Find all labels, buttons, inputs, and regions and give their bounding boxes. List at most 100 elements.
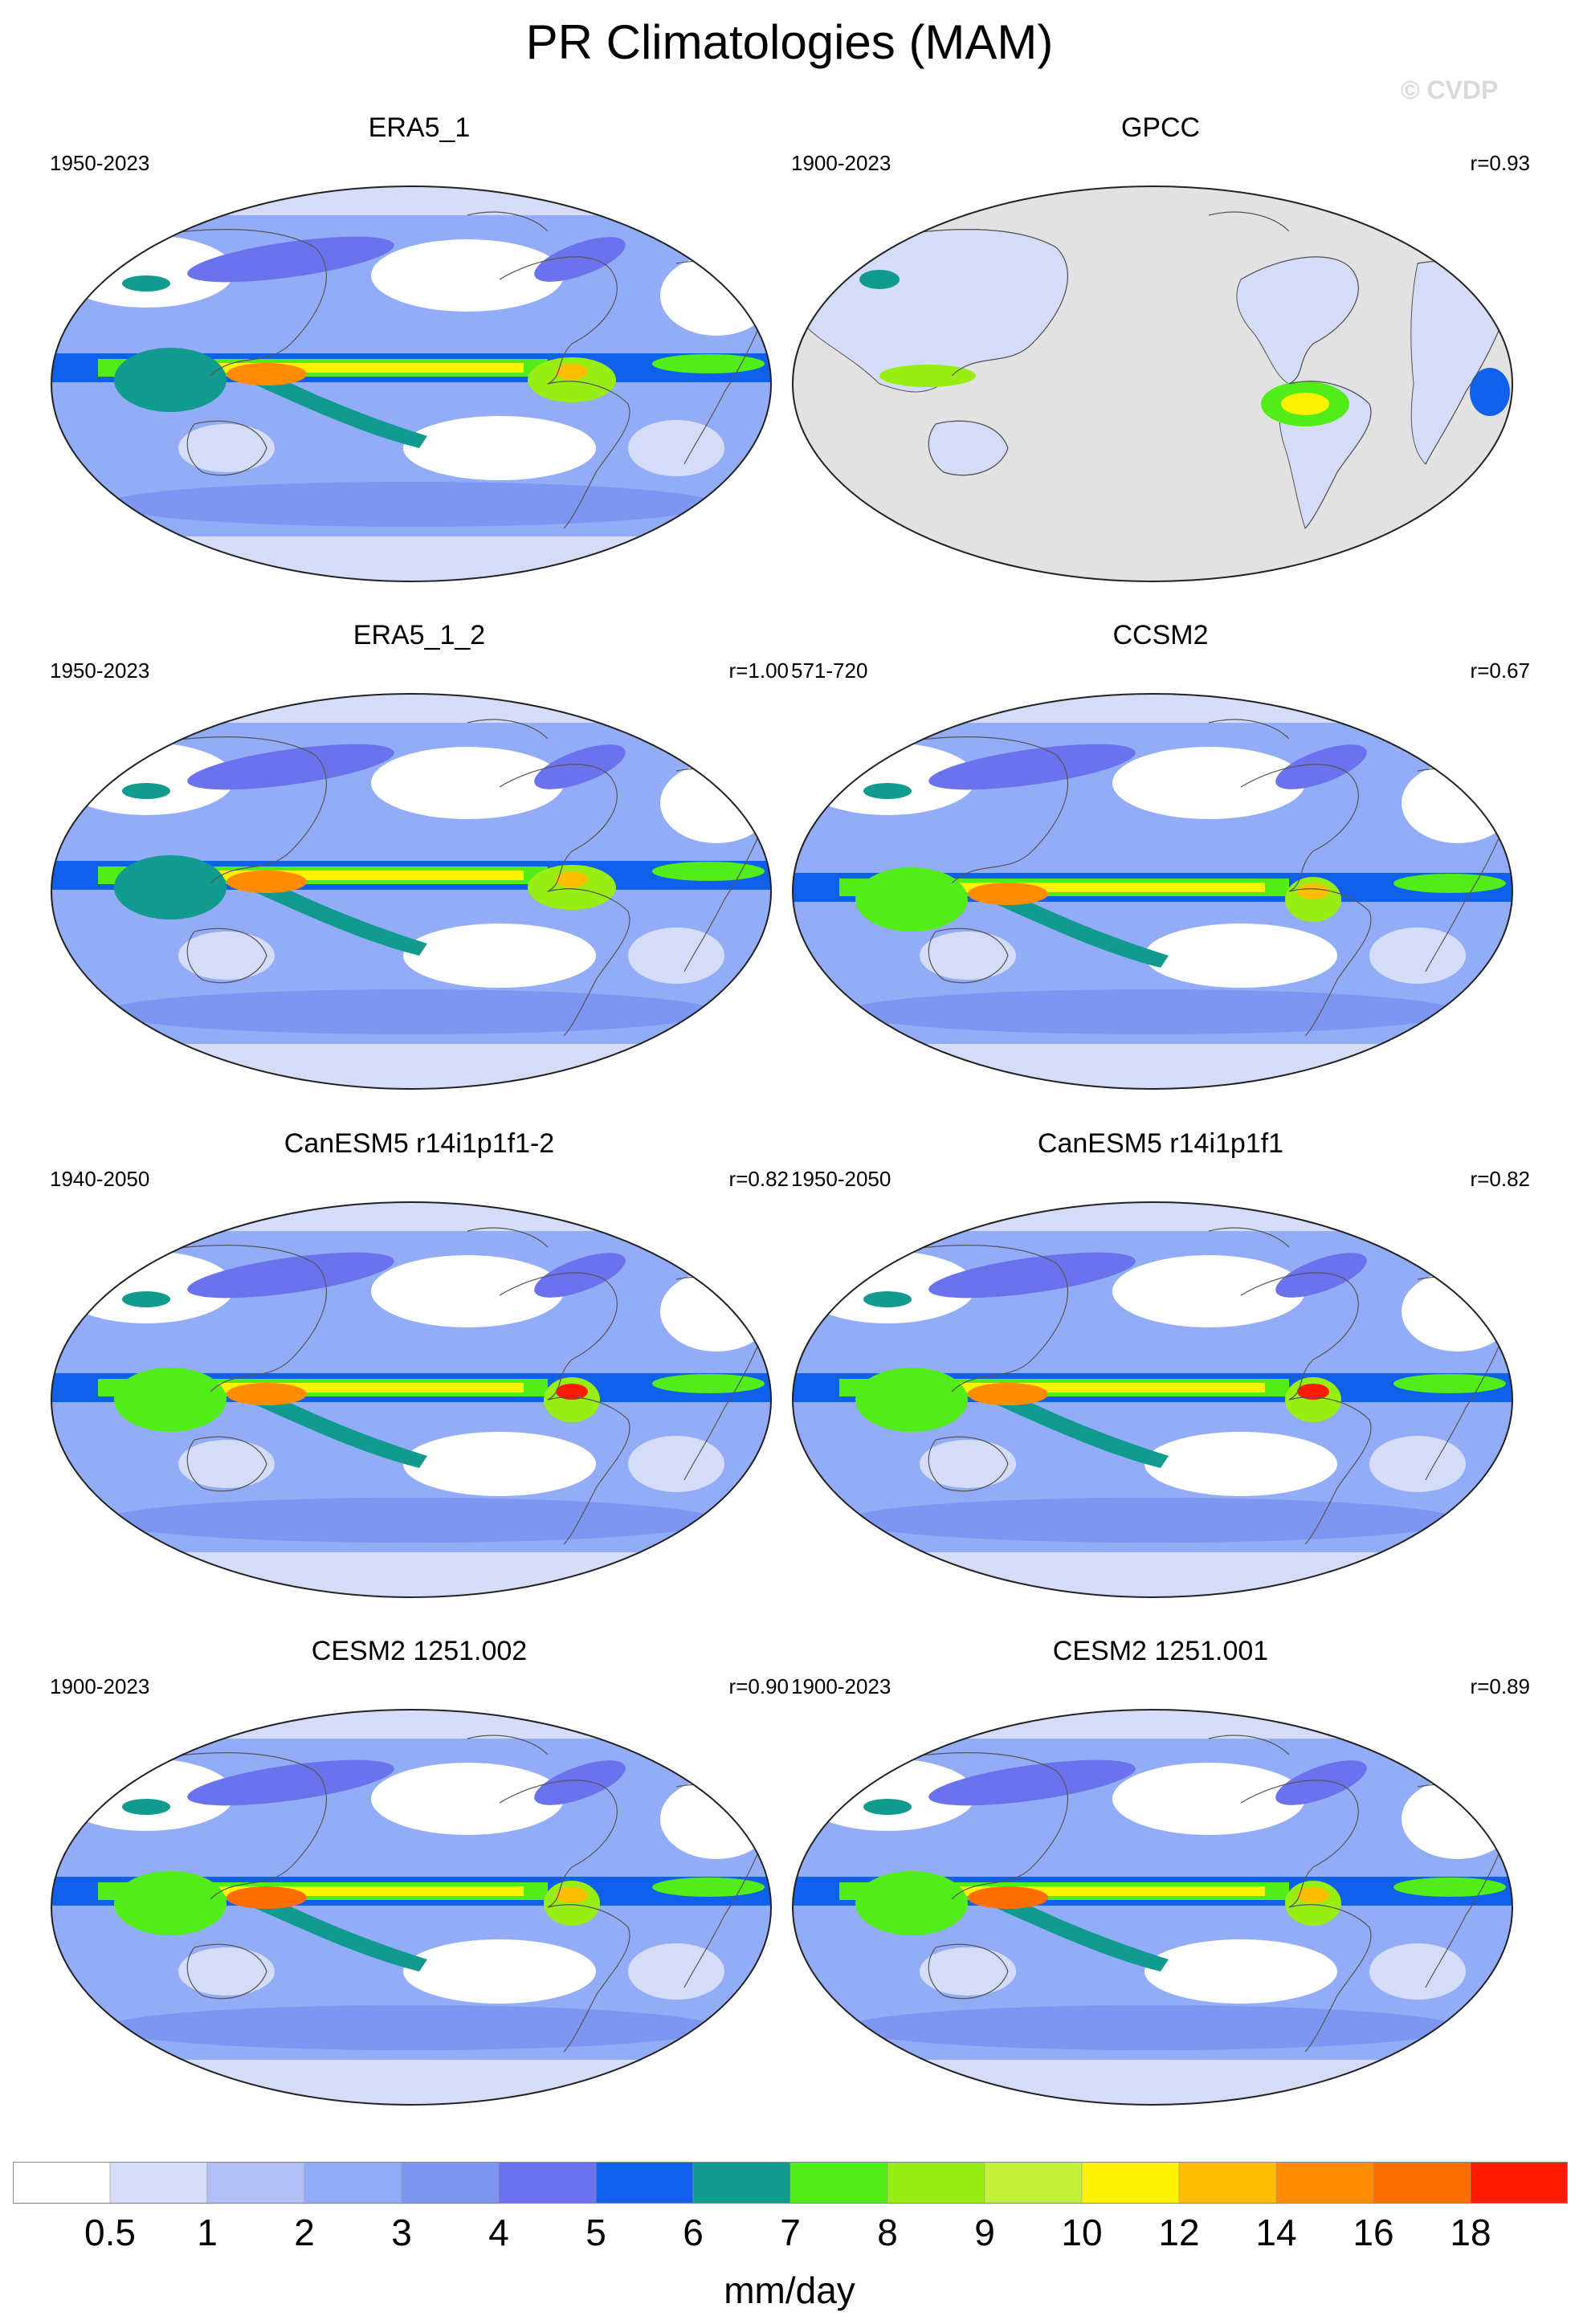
east-asia-rain: [863, 1291, 912, 1307]
map-border: [792, 1201, 1513, 1598]
coastline: [1208, 1227, 1290, 1248]
east-asia-rain: [859, 270, 900, 289]
storm-track: [1275, 1760, 1367, 1805]
colorbar-box: [109, 2162, 208, 2204]
southern-storm-track: [847, 1498, 1458, 1543]
warm-pool: [114, 1871, 226, 1935]
rain-max: [968, 883, 1048, 905]
coastline: [499, 256, 618, 385]
colorbar-tick-label: 5: [585, 2212, 606, 2253]
colorbar-box: [13, 2162, 111, 2204]
storm-track: [1275, 1253, 1367, 1298]
polar-dry: [51, 1044, 771, 1089]
africa-rain: [1470, 368, 1510, 416]
panel-title: CESM2 1251.002: [311, 1636, 528, 1666]
southern-storm-track: [847, 989, 1458, 1034]
atlantic-itcz: [1393, 874, 1506, 893]
coastline: [1240, 764, 1359, 892]
panel-title: CESM2 1251.001: [1052, 1636, 1269, 1666]
storm-track: [187, 744, 394, 790]
dry-region: [660, 763, 771, 843]
colorbar-box: [304, 2162, 402, 2204]
colorbar-tick-label: 2: [294, 2212, 315, 2253]
precip-map: [792, 1201, 1513, 1598]
dry-region: [178, 1440, 275, 1488]
dry-region: [1369, 1943, 1466, 2000]
panel-title: CanESM5 r14i1p1f1: [1037, 1128, 1284, 1159]
dry-region: [920, 1947, 1016, 1996]
colorbar-box: [984, 2162, 1083, 2204]
atlantic-itcz: [652, 354, 765, 373]
colorbar-box: [206, 2162, 305, 2204]
storm-track: [1275, 744, 1367, 789]
coastline: [547, 381, 630, 529]
dry-region: [371, 239, 564, 312]
east-asia-rain: [863, 1799, 912, 1815]
southern-storm-track: [106, 989, 716, 1034]
colorbar-tick-label: 4: [488, 2212, 509, 2253]
spcz: [235, 368, 427, 448]
dry-region: [1144, 923, 1337, 988]
atlantic-itcz: [652, 1878, 765, 1897]
coastline: [1288, 381, 1372, 529]
map-border: [792, 693, 1513, 1090]
spcz: [235, 1388, 427, 1468]
map-border: [51, 693, 772, 1090]
panel-period: 1950-2023: [50, 151, 150, 175]
colorbar-tick-label: 18: [1450, 2212, 1491, 2253]
rain-max: [226, 363, 307, 385]
colorbar-box: [1275, 2162, 1374, 2204]
storm-track: [928, 744, 1136, 790]
polar-dry: [793, 1044, 1512, 1089]
coastline: [1288, 888, 1372, 1037]
amazon-rain-core: [1297, 883, 1329, 899]
coastline: [1208, 211, 1290, 232]
panel-pattern-correlation: r=1.00: [728, 658, 789, 683]
colorbar-tick-label: 8: [877, 2212, 898, 2253]
polar-dry: [793, 2060, 1512, 2105]
map-panel: CESM2 1251.001 1900-2023 r=0.89: [791, 1636, 1530, 2118]
precip-map: [51, 1709, 772, 2106]
coastline: [186, 420, 267, 476]
colorbar-box: [790, 2162, 888, 2204]
cvdp-watermark: © CVDP: [1401, 75, 1499, 104]
precip-map: [51, 1201, 772, 1598]
panel-title: GPCC: [1120, 112, 1201, 143]
dry-region: [371, 747, 564, 819]
spcz: [976, 1388, 1169, 1468]
dry-region: [403, 1939, 596, 2004]
coastline: [1240, 256, 1359, 385]
dry-region: [660, 1779, 771, 1859]
coastline: [499, 1272, 618, 1401]
dry-region: [178, 932, 275, 980]
polar-dry: [51, 2060, 771, 2105]
east-asia-rain: [122, 275, 170, 292]
dry-region: [1369, 928, 1466, 984]
panel-title: CanESM5 r14i1p1f1-2: [284, 1128, 555, 1159]
coastline: [186, 1943, 267, 2000]
colorbar-box: [887, 2162, 985, 2204]
colorbar-tick-label: 12: [1158, 2212, 1200, 2253]
dry-region: [178, 424, 275, 472]
panel-pattern-correlation: r=0.82: [1470, 1167, 1530, 1191]
precip-map: [51, 693, 772, 1090]
colorbar-tick-label: 10: [1061, 2212, 1103, 2253]
map-border: [51, 1201, 772, 1598]
map-panel: CanESM5 r14i1p1f1-2 1940-2050 r=0.82: [50, 1128, 789, 1610]
colorbar-box: [1178, 2162, 1277, 2204]
precip-map: [792, 693, 1513, 1090]
east-asia-rain: [122, 1799, 170, 1815]
panel-period: 571-720: [791, 658, 868, 683]
storm-track: [187, 1252, 394, 1299]
dry-region: [1112, 1763, 1305, 1835]
map-panel: ERA5_1_2 1950-2023 r=1.00: [50, 620, 789, 1102]
storm-track: [928, 1759, 1136, 1806]
atlantic-itcz: [1393, 1878, 1506, 1897]
southern-storm-track: [106, 482, 716, 527]
dry-region: [1112, 1255, 1305, 1327]
panel-pattern-correlation: r=0.89: [1470, 1674, 1530, 1698]
colorbar-box: [692, 2162, 791, 2204]
coastline: [1288, 1904, 1372, 2053]
dry-region: [628, 928, 724, 984]
dry-region: [1369, 1436, 1466, 1492]
